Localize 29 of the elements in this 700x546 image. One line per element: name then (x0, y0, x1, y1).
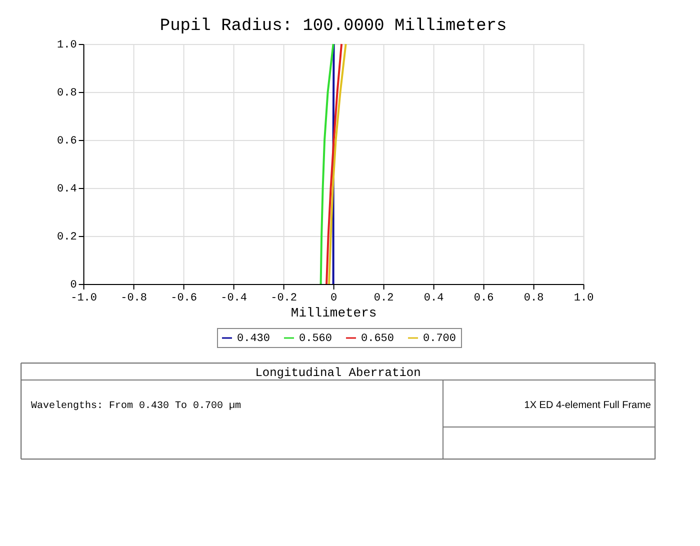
x-tick-label: 0.2 (374, 292, 394, 304)
y-tick-label: 1.0 (56, 40, 77, 52)
x-tick-label: -1.0 (70, 292, 97, 304)
x-tick-label: -0.8 (120, 292, 147, 304)
text: Wavelengths: From 0.430 To 0.700 µm (31, 400, 242, 412)
y-tick-label: 0.2 (56, 232, 77, 244)
y-tick-label: 0.4 (56, 184, 78, 196)
x-tick-label: -0.6 (170, 292, 197, 304)
y-tick-label: 0 (70, 280, 77, 292)
legend-label: 0.700 (423, 333, 456, 345)
line-series (328, 43, 347, 285)
x-tick-label: 0 (330, 292, 338, 304)
x-tick-label: 0.4 (424, 292, 444, 304)
line-series (320, 43, 334, 285)
legend-label: 0.430 (237, 333, 270, 345)
legend-label: 0.560 (299, 333, 332, 345)
x-tick-label: -0.4 (220, 292, 248, 304)
text: Longitudinal Aberration (255, 366, 421, 380)
chart-title: Pupil Radius: 100.0000 Millimeters (160, 17, 507, 36)
x-axis-title: Millimeters (290, 306, 377, 320)
x-tick-label: 0.6 (474, 292, 494, 304)
x-tick-label: -0.2 (270, 292, 297, 304)
legend-label: 0.650 (361, 333, 394, 345)
x-tick-label: 0.8 (524, 292, 544, 304)
line-series (326, 43, 343, 285)
y-tick-label: 0.6 (56, 136, 77, 148)
x-tick-label: 1.0 (574, 292, 594, 304)
y-tick-label: 0.8 (56, 88, 77, 100)
text: 1X ED 4-element Full Frame (524, 400, 652, 411)
